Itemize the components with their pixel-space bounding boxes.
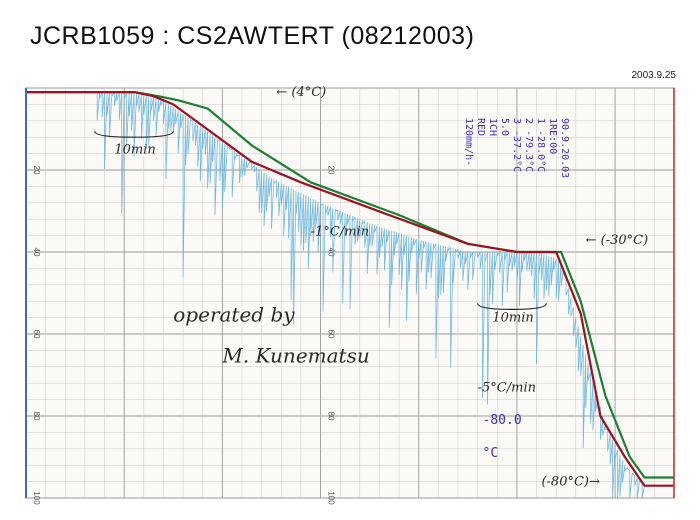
printout-line: 1RE:00 — [547, 118, 558, 154]
interval-brace — [477, 303, 547, 311]
y-tick-label: 40 — [32, 248, 41, 257]
annotation-label: operated by — [173, 303, 295, 327]
annotation-label: (-80°C)→ — [541, 475, 600, 490]
print-date: 2003.9.25 — [631, 70, 677, 81]
temperature-traces — [26, 90, 674, 499]
y-tick-label: 40 — [327, 248, 336, 257]
printout-line: 90.9.20.03 — [559, 118, 570, 178]
page-title: JCRB1059 : CS2AWTERT (08212003) — [30, 22, 475, 50]
printout-line: 1CH — [487, 118, 498, 136]
printout-line: 120mm/h- — [463, 118, 474, 166]
handwritten-annotations: ← (4°C) 10min -1°C/min ← (-30°C) 10min operat… — [94, 85, 649, 490]
printout-line: 3 -37.2°C — [511, 118, 522, 172]
y-tick-label: 100 — [32, 491, 41, 505]
annotation-label: -80.0 — [483, 413, 522, 428]
printout-line: 1 -28.0°C — [535, 118, 546, 172]
y-tick-label: 80 — [32, 412, 41, 421]
annotation-label: 10min — [492, 311, 533, 326]
y-tick-label: 80 — [327, 412, 336, 421]
annotation-label: ← (-30°C) — [586, 233, 649, 248]
y-tick-label: 60 — [32, 330, 41, 339]
y-tick-label: 60 — [327, 330, 336, 339]
y-tick-label: 20 — [32, 166, 41, 175]
y-tick-label: 100 — [327, 491, 336, 505]
red-trace — [26, 90, 674, 487]
annotation-label: °C — [483, 446, 499, 461]
y-tick-label: 20 — [327, 166, 336, 175]
annotation-label: ← (4°C) — [276, 85, 326, 100]
annotation-label: M. Kunematsu — [221, 344, 369, 368]
printout-line: 2 -79.3°C — [523, 118, 534, 172]
interval-brace — [94, 130, 174, 138]
annotation-label: -1°C/min — [311, 225, 369, 240]
printout-line: 5.0 — [499, 118, 510, 136]
annotation-label: 10min — [114, 143, 155, 158]
y-tick-labels: 20 20 40 40 60 60 80 80 100 100 — [32, 166, 336, 506]
printout-line: RED — [475, 118, 486, 136]
annotation-label: -5°C/min — [478, 380, 536, 395]
